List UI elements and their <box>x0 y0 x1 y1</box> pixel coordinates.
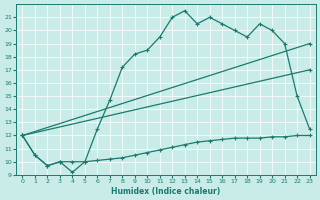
X-axis label: Humidex (Indice chaleur): Humidex (Indice chaleur) <box>111 187 221 196</box>
